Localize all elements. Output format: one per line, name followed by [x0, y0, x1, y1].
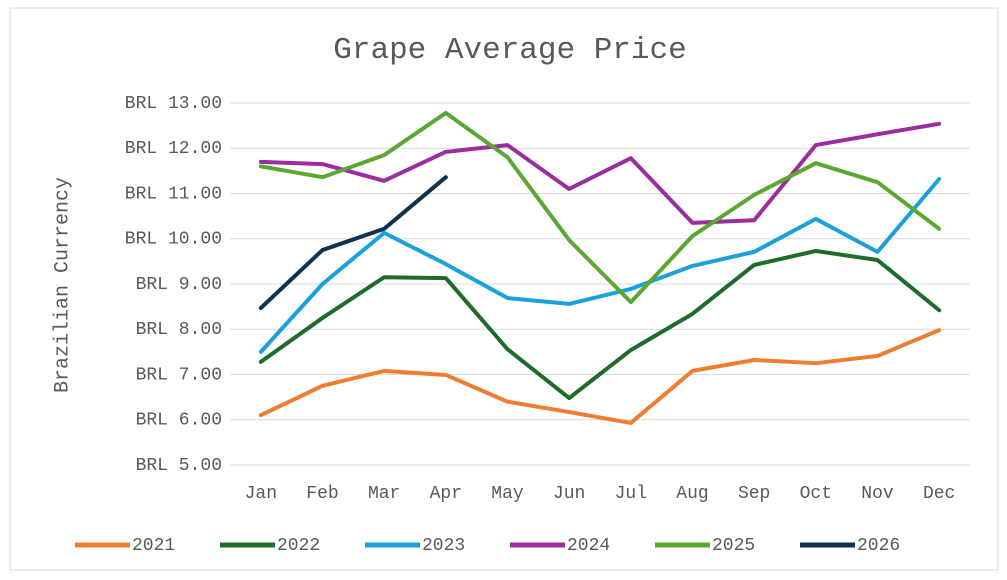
series-line [258, 110, 942, 305]
legend-label: 2022 [277, 536, 320, 556]
series-line [258, 121, 942, 225]
y-tick-label: BRL 5.00 [136, 456, 222, 476]
y-tick-label: BRL 7.00 [136, 365, 222, 385]
y-tick-label: BRL 12.00 [125, 139, 222, 159]
series-line [258, 328, 942, 425]
x-tick-label: Oct [800, 484, 832, 504]
x-tick-label: Feb [306, 484, 338, 504]
x-tick-label: Aug [676, 484, 708, 504]
y-tick-label: BRL 13.00 [125, 94, 222, 114]
legend-label: 2023 [422, 536, 465, 556]
chart-title: Grape Average Price [333, 33, 686, 68]
y-tick-label: BRL 6.00 [136, 411, 222, 431]
x-tick-label: May [491, 484, 524, 504]
x-tick-label: Mar [368, 484, 400, 504]
legend-label: 2024 [567, 536, 610, 556]
legend-label: 2025 [712, 536, 755, 556]
y-tick-label: BRL 8.00 [136, 320, 222, 340]
series-line [258, 175, 448, 310]
series-line [258, 248, 942, 401]
series-line [258, 177, 942, 354]
y-tick-label: BRL 10.00 [125, 230, 222, 250]
x-tick-label: Sep [738, 484, 770, 504]
y-axis-label: Brazilian Currency [51, 177, 74, 393]
x-tick-label: Apr [430, 484, 462, 504]
y-tick-label: BRL 9.00 [136, 275, 222, 295]
x-tick-label: Jul [615, 484, 647, 504]
x-tick-label: Jan [245, 484, 277, 504]
x-tick-label: Jun [553, 484, 585, 504]
legend-label: 2026 [857, 536, 900, 556]
y-tick-label: BRL 11.00 [125, 184, 222, 204]
legend-label: 2021 [132, 536, 175, 556]
chart-border [9, 7, 999, 571]
x-tick-label: Nov [861, 484, 894, 504]
x-tick-label: Dec [923, 484, 955, 504]
